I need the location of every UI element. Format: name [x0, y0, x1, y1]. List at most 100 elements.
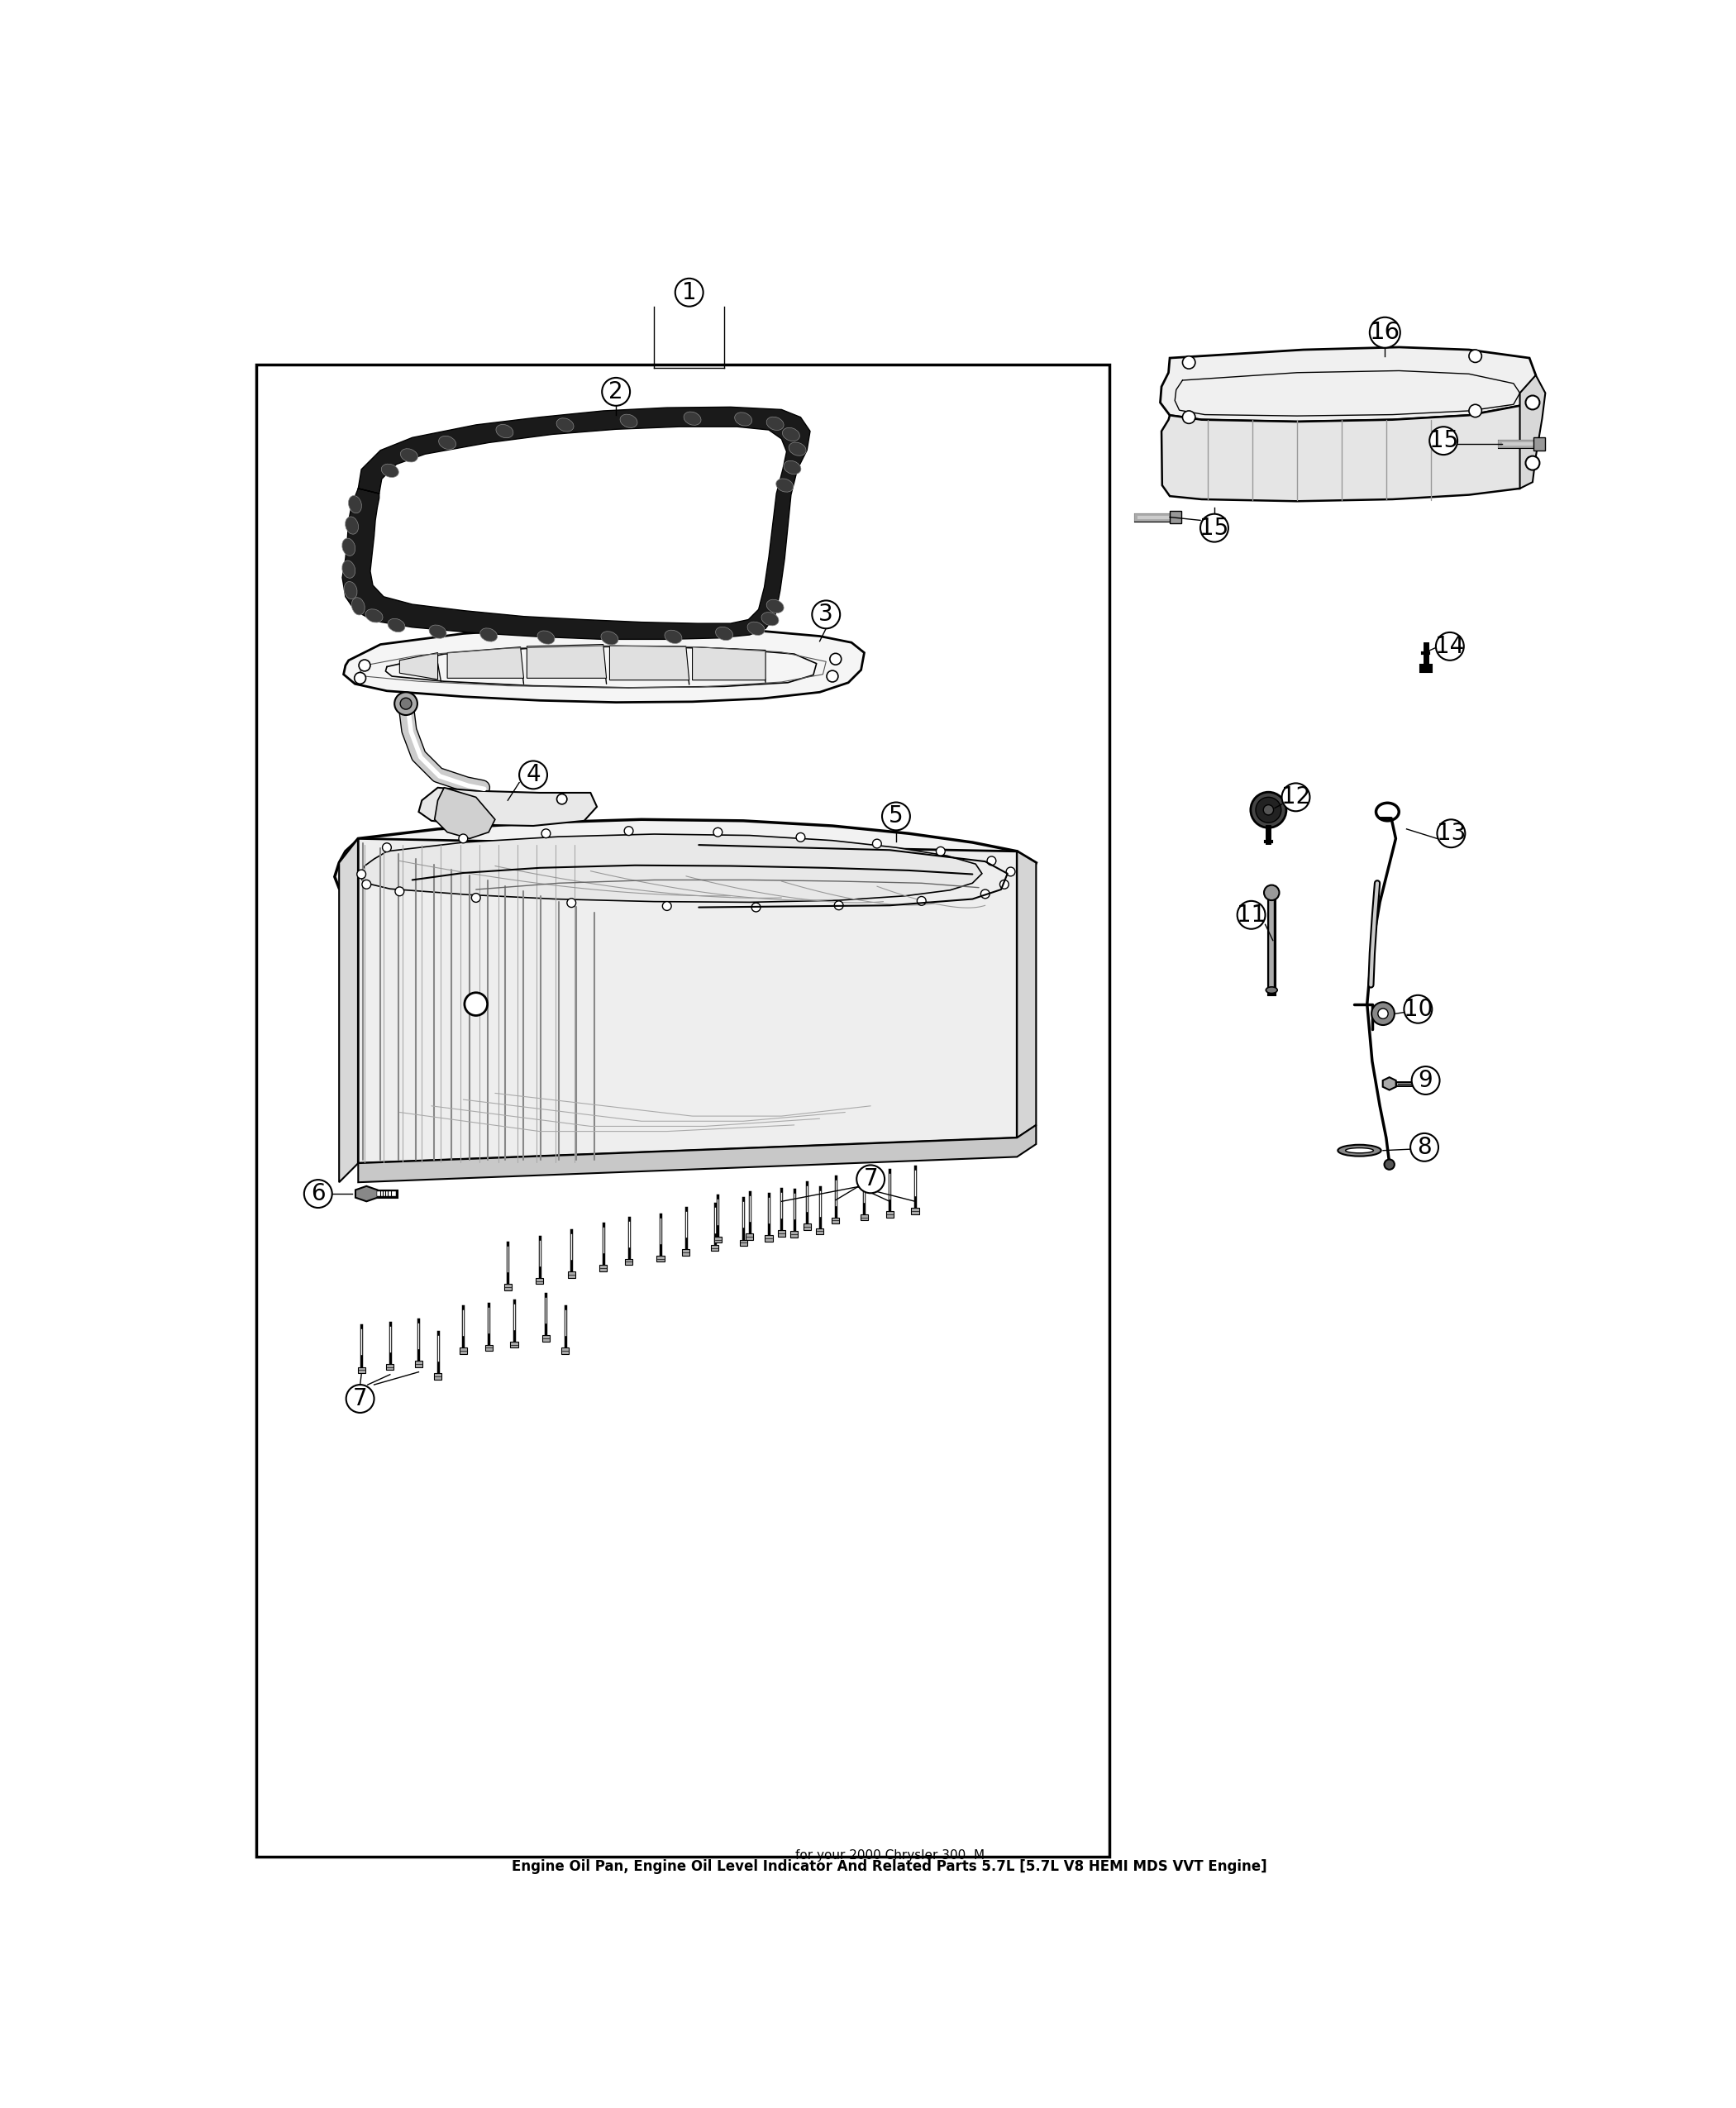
Polygon shape	[344, 626, 865, 702]
Circle shape	[1384, 1159, 1394, 1170]
Ellipse shape	[788, 443, 806, 455]
Circle shape	[1007, 866, 1016, 877]
Bar	[740, 1240, 746, 1246]
Text: 5: 5	[889, 805, 903, 828]
Circle shape	[1404, 995, 1432, 1022]
Polygon shape	[358, 839, 1017, 1164]
Polygon shape	[609, 645, 689, 681]
Circle shape	[1238, 900, 1266, 930]
Text: Engine Oil Pan, Engine Oil Level Indicator And Related Parts 5.7L [5.7L V8 HEMI : Engine Oil Pan, Engine Oil Level Indicat…	[512, 1859, 1267, 1874]
Ellipse shape	[352, 597, 365, 616]
Circle shape	[1410, 1134, 1439, 1162]
Text: 12: 12	[1281, 786, 1311, 809]
Ellipse shape	[342, 561, 356, 578]
Circle shape	[401, 698, 411, 710]
Polygon shape	[356, 1187, 377, 1202]
Circle shape	[1371, 1001, 1394, 1024]
Bar	[911, 1208, 918, 1214]
Bar	[682, 1250, 689, 1256]
Text: 14: 14	[1436, 635, 1465, 658]
Circle shape	[1200, 514, 1229, 542]
Circle shape	[1429, 426, 1458, 455]
Circle shape	[873, 839, 882, 847]
Circle shape	[1436, 632, 1463, 660]
Ellipse shape	[767, 417, 783, 430]
Bar	[385, 1364, 394, 1370]
Circle shape	[1281, 784, 1311, 812]
Bar	[510, 1341, 517, 1347]
Ellipse shape	[345, 516, 358, 533]
Circle shape	[1469, 350, 1483, 363]
Bar	[713, 1237, 722, 1244]
Text: 3: 3	[819, 603, 833, 626]
Bar	[484, 1345, 493, 1351]
Polygon shape	[434, 788, 495, 839]
Bar	[766, 1235, 773, 1242]
Circle shape	[988, 856, 996, 864]
Text: 4: 4	[526, 763, 540, 786]
Bar	[746, 1233, 753, 1240]
Circle shape	[1526, 396, 1540, 409]
Text: 1: 1	[682, 280, 696, 304]
Circle shape	[396, 887, 404, 896]
Circle shape	[835, 900, 844, 911]
Ellipse shape	[439, 436, 457, 449]
Circle shape	[1000, 879, 1009, 890]
Bar	[1535, 438, 1545, 451]
Ellipse shape	[481, 628, 496, 641]
Ellipse shape	[1345, 1149, 1373, 1153]
Circle shape	[1411, 1067, 1439, 1094]
Circle shape	[1437, 820, 1465, 847]
Circle shape	[345, 1385, 375, 1412]
Circle shape	[882, 803, 910, 831]
Circle shape	[602, 377, 630, 405]
Polygon shape	[339, 839, 358, 1183]
Ellipse shape	[429, 624, 446, 639]
Ellipse shape	[783, 462, 800, 474]
Bar	[542, 1334, 550, 1341]
Circle shape	[675, 278, 703, 306]
Circle shape	[936, 847, 944, 856]
Ellipse shape	[344, 582, 358, 599]
Ellipse shape	[1338, 1145, 1382, 1155]
Circle shape	[1182, 356, 1196, 369]
Polygon shape	[1521, 375, 1545, 489]
Circle shape	[1264, 805, 1274, 816]
Circle shape	[458, 835, 467, 843]
Polygon shape	[1384, 1077, 1396, 1090]
Circle shape	[1370, 316, 1401, 348]
Ellipse shape	[382, 464, 399, 476]
Bar	[804, 1223, 811, 1231]
Polygon shape	[1160, 348, 1536, 422]
Ellipse shape	[620, 415, 637, 428]
Circle shape	[354, 672, 366, 683]
Polygon shape	[528, 645, 606, 679]
Ellipse shape	[496, 424, 514, 438]
Ellipse shape	[762, 611, 779, 626]
Ellipse shape	[734, 413, 752, 426]
Text: 7: 7	[863, 1168, 878, 1191]
Text: 6: 6	[311, 1183, 325, 1206]
Bar	[503, 1284, 512, 1290]
Circle shape	[752, 902, 760, 913]
Circle shape	[382, 843, 391, 852]
Polygon shape	[693, 647, 766, 681]
Circle shape	[826, 670, 838, 683]
Bar	[536, 1277, 543, 1284]
Text: 13: 13	[1436, 822, 1465, 845]
Polygon shape	[1161, 392, 1533, 502]
Polygon shape	[359, 835, 983, 902]
Circle shape	[1469, 405, 1483, 417]
Circle shape	[713, 828, 722, 837]
Circle shape	[981, 890, 990, 898]
Bar	[1170, 510, 1180, 523]
Bar	[257, 365, 1109, 1857]
Text: 7: 7	[352, 1387, 368, 1410]
Bar	[460, 1347, 467, 1353]
Circle shape	[568, 898, 576, 906]
Circle shape	[1264, 885, 1279, 900]
Circle shape	[1250, 793, 1286, 828]
Text: for your 2000 Chrysler 300  M: for your 2000 Chrysler 300 M	[795, 1849, 984, 1861]
Polygon shape	[1017, 852, 1036, 1138]
Text: 2: 2	[609, 379, 623, 403]
